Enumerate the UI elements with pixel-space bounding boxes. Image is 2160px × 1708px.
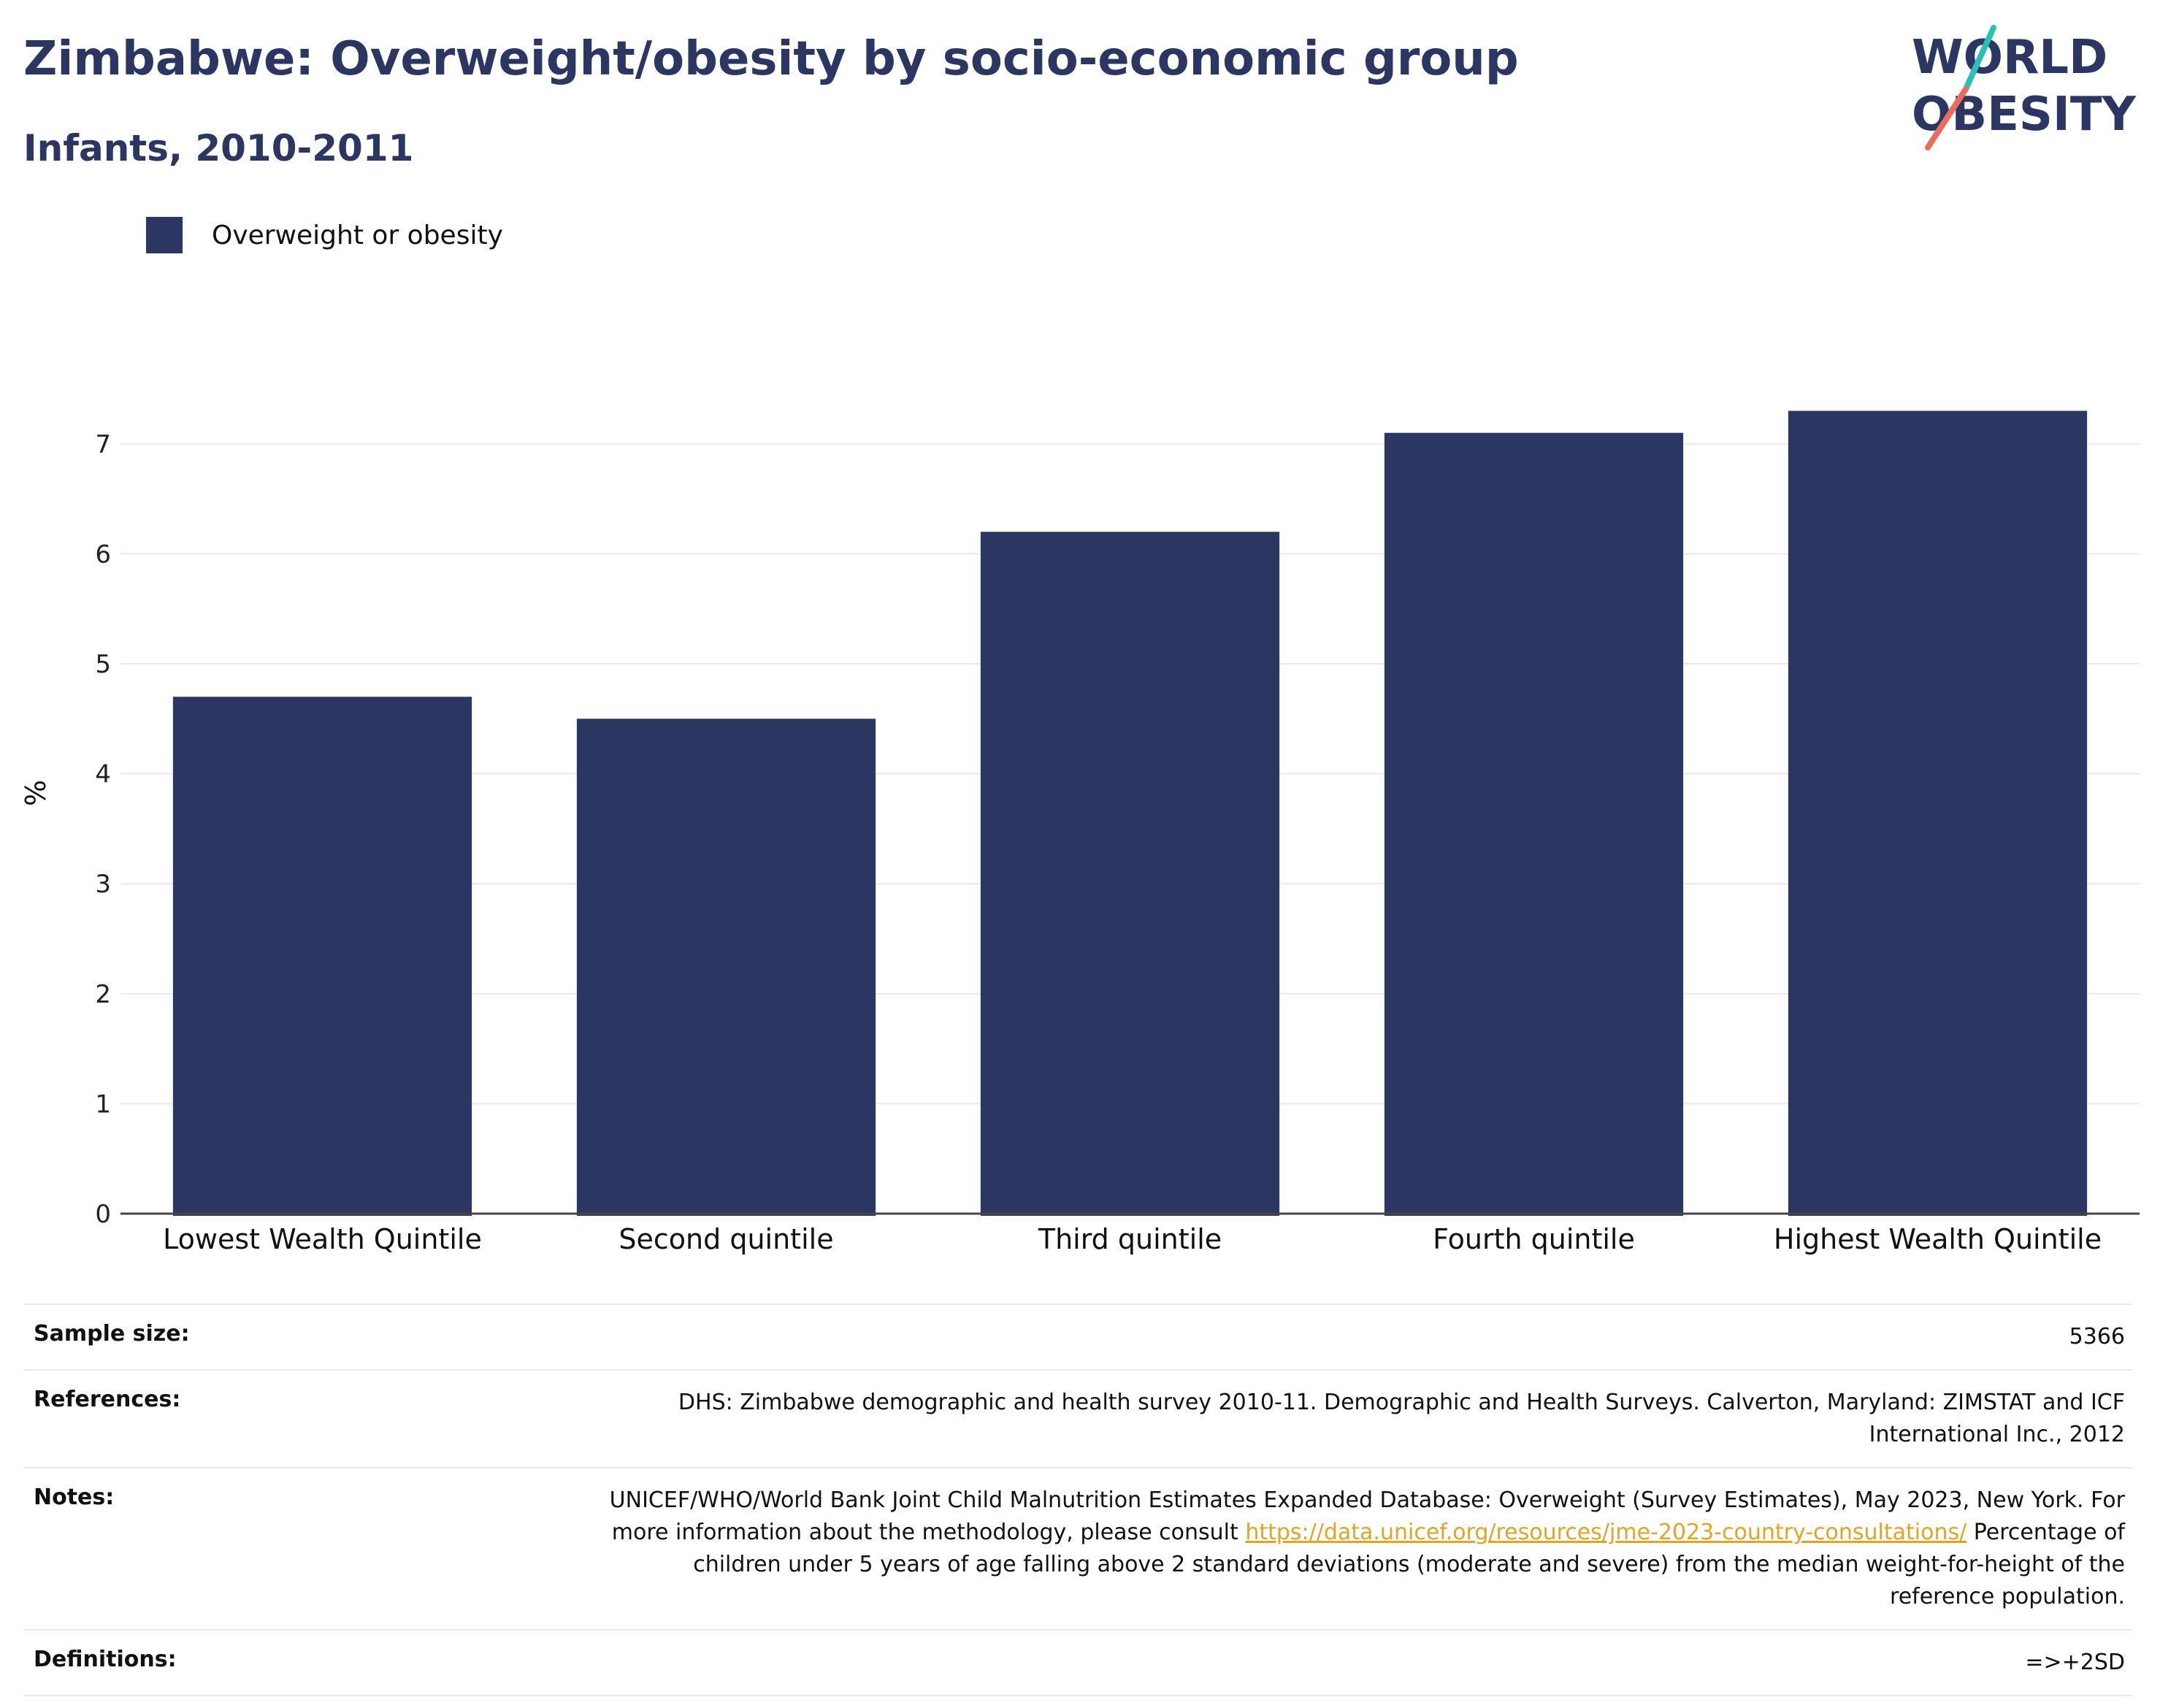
logo-accent-teal — [1963, 25, 1996, 92]
bars — [172, 410, 2088, 1216]
notes-label: Notes: — [34, 1485, 115, 1510]
y-tick-label: 5 — [95, 650, 111, 679]
legend-swatch — [146, 217, 183, 253]
logo-accent-coral — [1925, 86, 1969, 150]
y-tick-label: 3 — [95, 870, 111, 899]
references-value: DHS: Zimbabwe demographic and health sur… — [678, 1390, 2125, 1447]
references-label: References: — [34, 1387, 181, 1412]
y-tick-label: 1 — [95, 1089, 111, 1119]
x-tick-label: Highest Wealth Quintile — [1774, 1223, 2102, 1255]
definitions-value: =>+2SD — [2025, 1650, 2125, 1675]
y-tick-label: 0 — [95, 1200, 111, 1229]
y-axis-label: % — [20, 780, 52, 806]
y-tick-label: 4 — [95, 760, 111, 789]
x-tick-label: Third quintile — [1038, 1223, 1222, 1255]
legend[interactable]: Overweight or obesity — [146, 216, 503, 254]
y-tick-label: 6 — [95, 540, 111, 569]
definitions-label: Definitions: — [34, 1647, 177, 1672]
notes-value: UNICEF/WHO/World Bank Joint Child Malnut… — [606, 1485, 2125, 1613]
y-tick-label: 7 — [95, 430, 111, 459]
bar — [576, 719, 876, 1216]
sample-size-label: Sample size: — [34, 1321, 190, 1347]
bar — [1384, 432, 1684, 1216]
x-tick-label: Second quintile — [618, 1223, 833, 1255]
bar — [980, 532, 1280, 1216]
bar — [172, 697, 472, 1216]
info-row-notes: Notes: UNICEF/WHO/World Bank Joint Child… — [23, 1467, 2132, 1629]
notes-link[interactable]: https://data.unicef.org/resources/jme-20… — [1245, 1520, 1967, 1545]
chart-title: Zimbabwe: Overweight/obesity by socio-ec… — [23, 32, 1519, 86]
info-row-definitions: Definitions: =>+2SD — [23, 1629, 2132, 1696]
chart-subtitle: Infants, 2010-2011 — [23, 127, 414, 169]
logo-line1: WORLD — [1912, 31, 2107, 85]
legend-label: Overweight or obesity — [212, 220, 503, 250]
x-tick-label: Lowest Wealth Quintile — [163, 1223, 482, 1255]
notes-text-after: Percentage of children under 5 years of … — [693, 1520, 2125, 1609]
info-row-references: References: DHS: Zimbabwe demographic an… — [23, 1369, 2132, 1467]
info-table: Sample size: 5366 References: DHS: Zimba… — [23, 1303, 2132, 1696]
bar — [1788, 410, 2088, 1216]
sample-size-value: 5366 — [2069, 1324, 2125, 1349]
info-row-sample-size: Sample size: 5366 — [23, 1303, 2132, 1369]
axes: 0 1 2 3 4 5 6 7 Lowest Wealth Quintile Second qui… — [95, 430, 2140, 1255]
world-obesity-logo: WORLD OBESITY — [1912, 25, 2136, 150]
notes-text-before: UNICEF/WHO/World Bank Joint Child Malnut… — [609, 1487, 2125, 1545]
bar-chart: 0 1 2 3 4 5 6 7 Lowest Wealth Quintile Second qui… — [20, 410, 2140, 1255]
y-tick-label: 2 — [95, 980, 111, 1009]
x-tick-label: Fourth quintile — [1433, 1223, 1635, 1255]
